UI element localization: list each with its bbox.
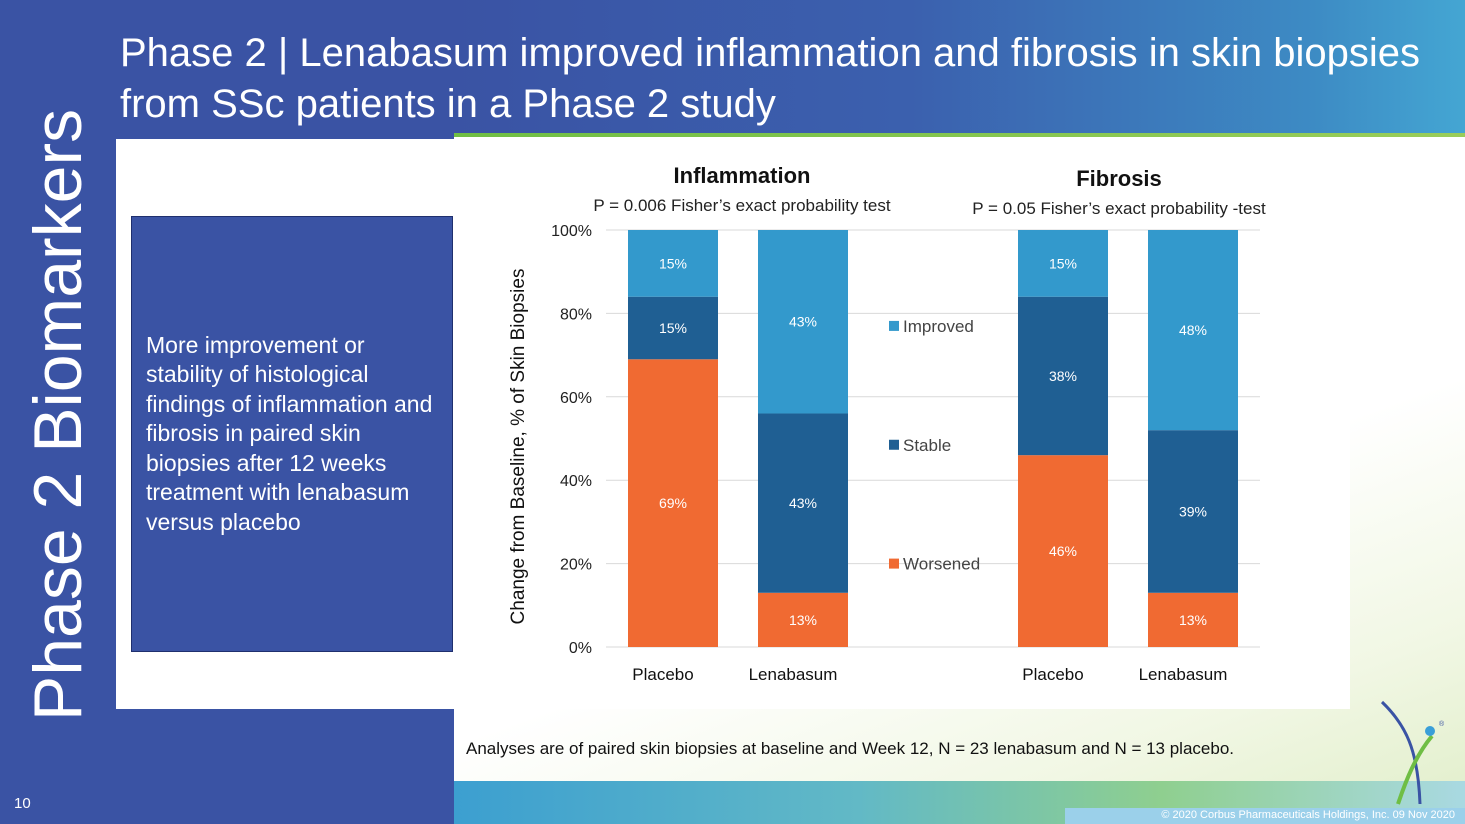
x-category-label: Lenabasum [749,665,838,684]
panel-subtitle: P = 0.006 Fisher’s exact probability tes… [593,196,890,215]
legend-swatch-worsened [889,558,899,569]
data-label: 15% [659,255,687,271]
bar-segment-stable [628,296,718,360]
bar-segment-worsened [758,592,848,647]
header-band [454,0,1465,137]
data-label: 48% [1179,322,1207,338]
data-label: 43% [789,495,817,511]
callout-text: More improvement or stability of histolo… [146,331,433,535]
legend-label: Stable [903,436,951,455]
data-label: 39% [1179,503,1207,519]
y-tick-label: 60% [560,390,592,407]
biopsy-chart: 0% 20% 40% 60% 80% 100% Change from Baseline, … [508,163,1266,684]
bar-segment-stable [1148,430,1238,593]
data-label: 38% [1049,368,1077,384]
y-tick-label: 0% [569,640,592,657]
legend-swatch-improved [889,320,899,331]
bar-segment-worsened [1148,592,1238,647]
x-category-label: Placebo [1022,665,1083,684]
y-tick-label: 20% [560,557,592,574]
panel-subtitle: P = 0.05 Fisher’s exact probability -tes… [972,199,1266,218]
slide-title: Phase 2 | Lenabasum improved inflammatio… [120,31,1420,126]
data-label: 13% [1179,612,1207,628]
data-label: 13% [789,612,817,628]
bar-segment-worsened [628,359,718,647]
bar-segment-improved [1018,230,1108,297]
y-axis-label: Change from Baseline, % of Skin Biopsies [508,269,529,625]
legend-label: Worsened [903,555,980,574]
bar-segment-improved [1148,230,1238,431]
bar-segment-stable [758,413,848,593]
bar-segment-improved [628,230,718,297]
legend-label: Improved [903,317,974,336]
x-category-label: Lenabasum [1139,665,1228,684]
panel-title: Fibrosis [1076,166,1162,191]
y-tick-label: 80% [560,306,592,323]
legend-swatch-stable [889,439,899,450]
data-label: 15% [659,320,687,336]
data-label: 43% [789,314,817,330]
callout-box: More improvement or stability of histolo… [131,216,453,652]
data-label: 69% [659,495,687,511]
bar-segment-improved [758,230,848,414]
data-label: 15% [1049,255,1077,271]
x-category-label: Placebo [632,665,693,684]
bar-segment-worsened [1018,455,1108,647]
page-number: 10 [14,795,31,812]
copyright-bar [1065,808,1465,824]
data-label: 46% [1049,543,1077,559]
y-tick-label: 40% [560,473,592,490]
y-tick-label: 100% [551,223,592,240]
footnote: Analyses are of paired skin biopsies at … [466,739,1235,758]
bar-segment-stable [1018,296,1108,456]
panel-title: Inflammation [674,163,811,188]
section-label: Phase 2 Biomarkers [20,108,96,722]
header-accent-stripe [454,133,1465,137]
svg-text:®: ® [1439,720,1445,728]
corbus-logo-icon: ® [1380,700,1445,805]
copyright-text: © 2020 Corbus Pharmaceuticals Holdings, … [1161,809,1455,821]
